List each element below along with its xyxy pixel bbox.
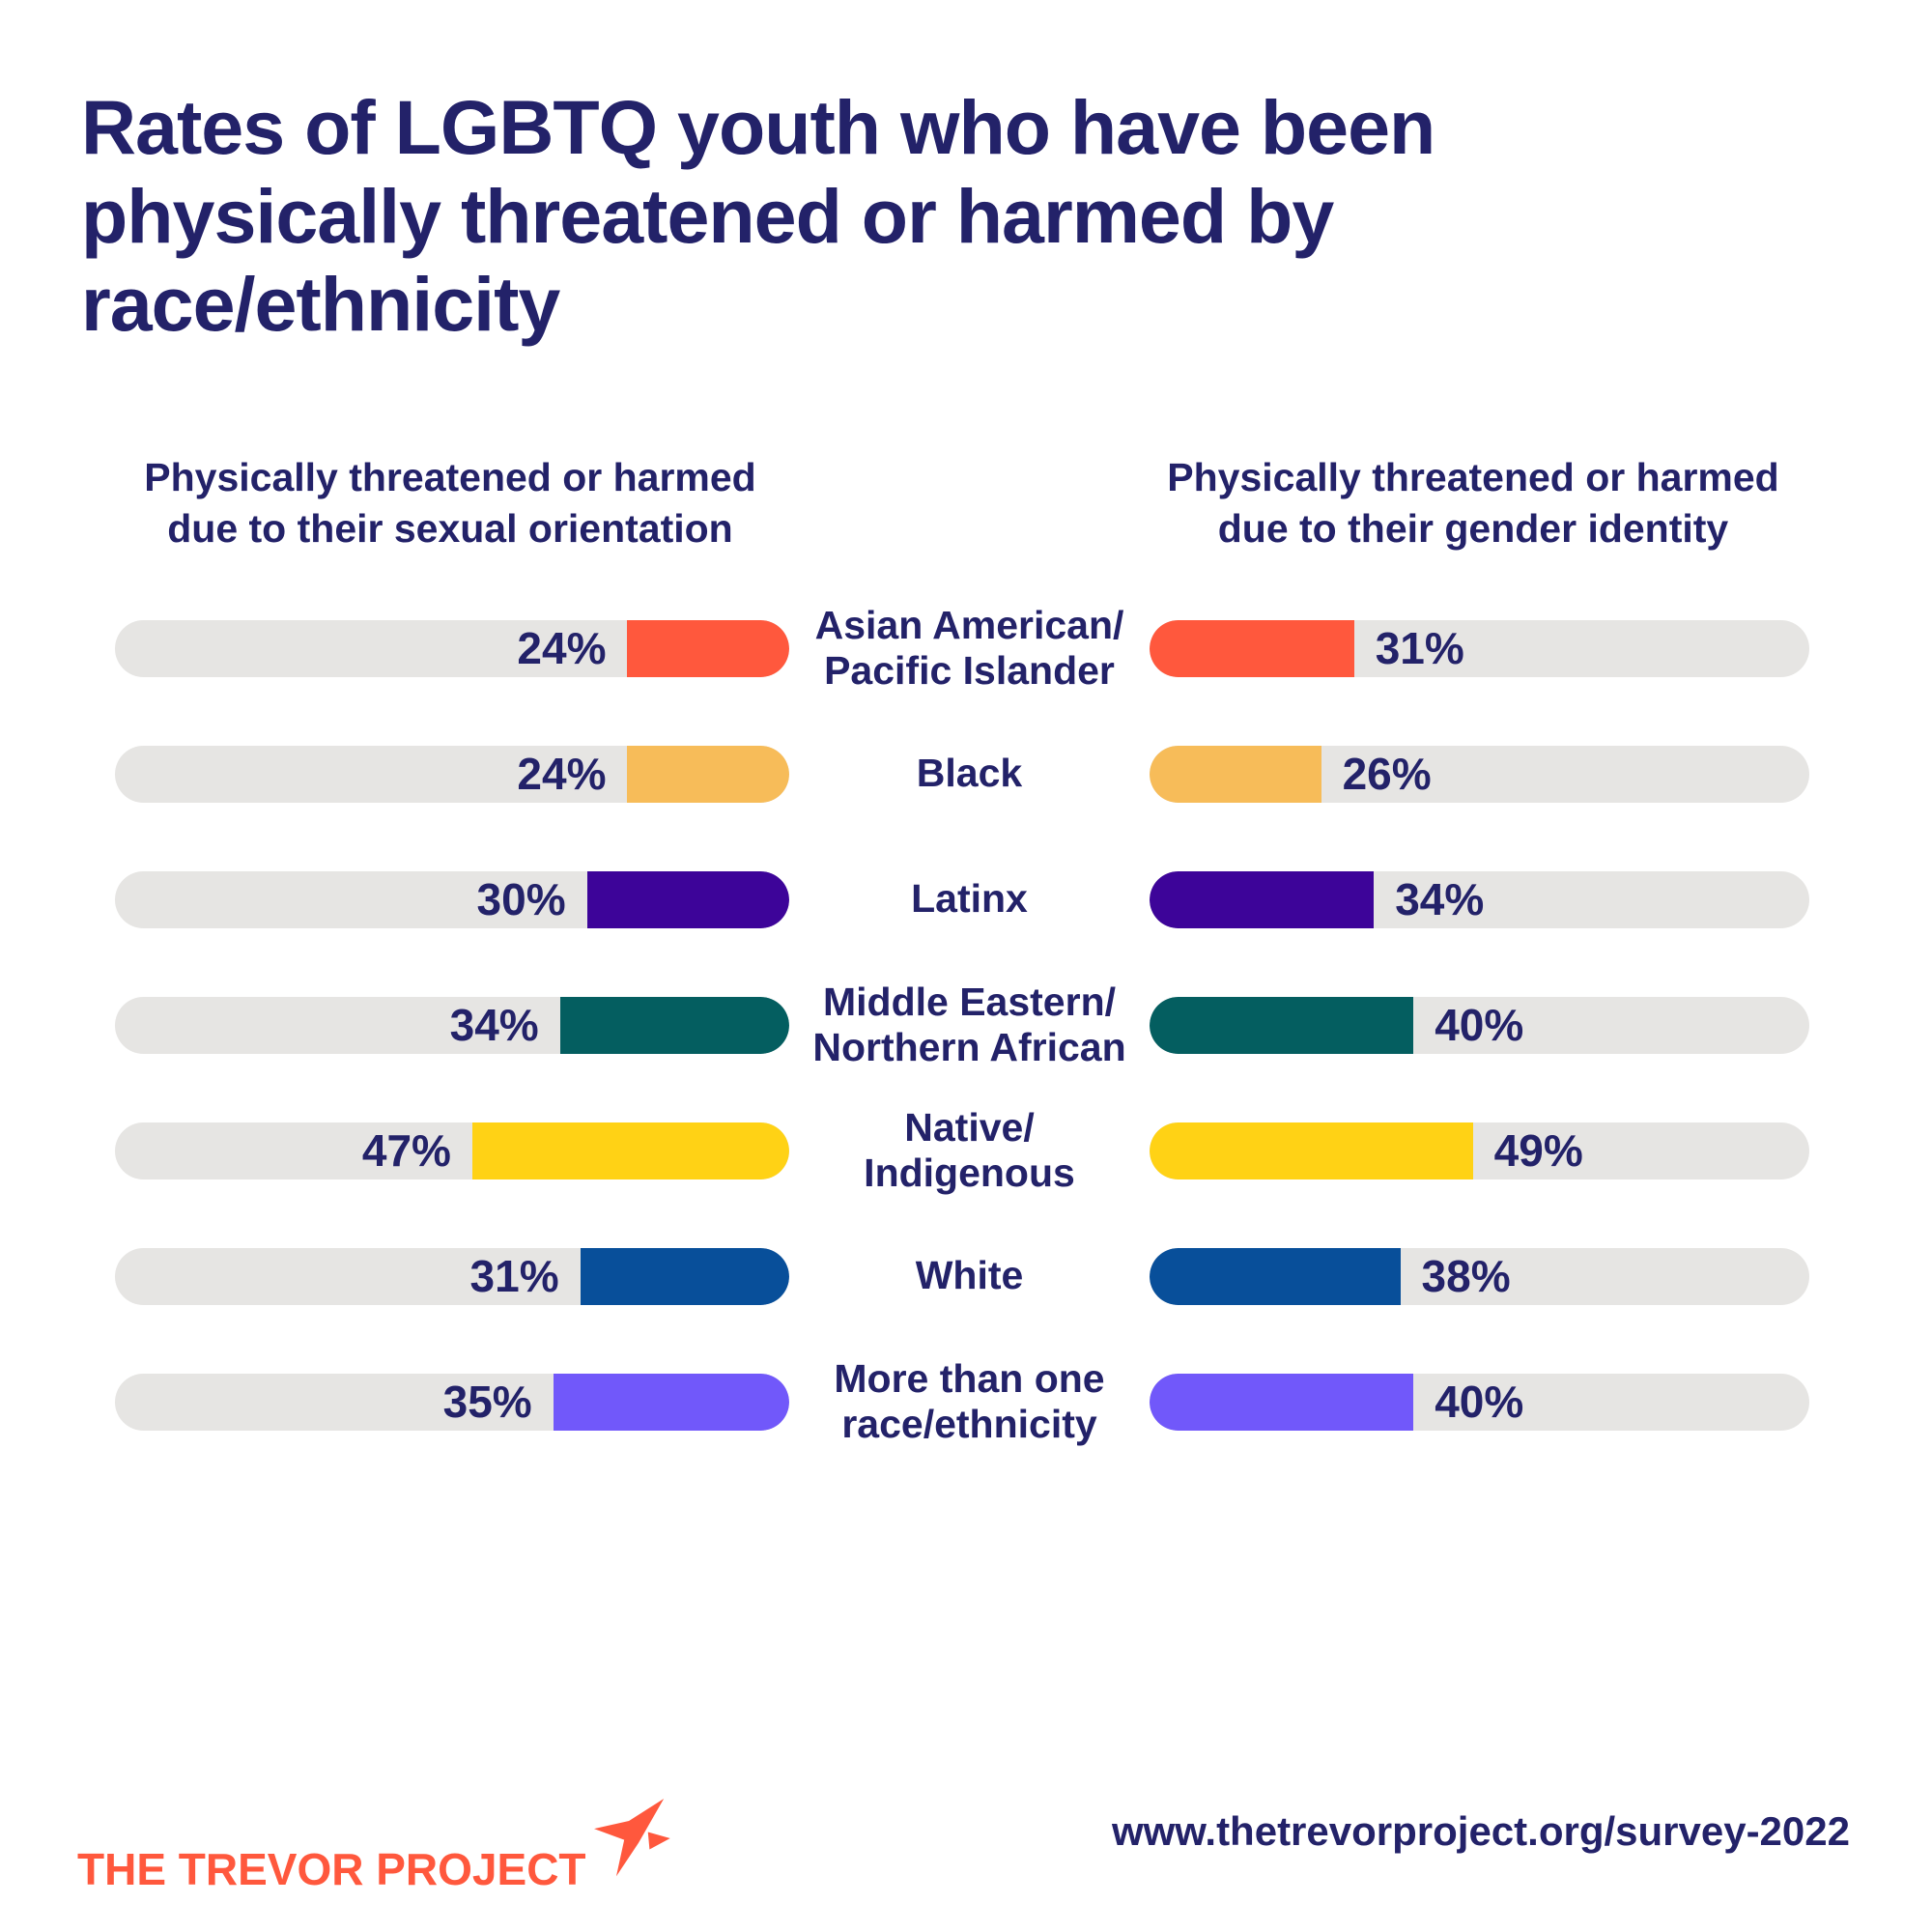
bar-fill-gender-identity xyxy=(1150,1373,1414,1431)
bar-fill-sexual-orientation xyxy=(559,996,789,1054)
value-label-sexual-orientation: 34% xyxy=(449,1000,539,1050)
category-label: Middle Eastern/Northern African xyxy=(789,980,1150,1070)
bar-fill-gender-identity xyxy=(1150,996,1414,1054)
category-label-line: Black xyxy=(916,751,1023,796)
bar-track-sexual-orientation: 34% xyxy=(115,996,789,1054)
bar-track-sexual-orientation: 24% xyxy=(115,619,789,677)
category-label: White xyxy=(789,1253,1150,1298)
bar-track-gender-identity: 40% xyxy=(1150,996,1809,1054)
bar-track-gender-identity: 31% xyxy=(1150,619,1809,677)
chart-row: 35% More than one race/ethnicity 40% xyxy=(115,1339,1809,1464)
bar-track-gender-identity: 34% xyxy=(1150,870,1809,928)
bar-track-sexual-orientation: 35% xyxy=(115,1373,789,1431)
value-label-sexual-orientation: 35% xyxy=(442,1377,532,1427)
chart-row: 47% Native/Indigenous 49% xyxy=(115,1088,1809,1213)
chart-rows: 24% Asian American/Pacific Islander 31% … xyxy=(115,585,1809,1464)
value-label-gender-identity: 49% xyxy=(1493,1125,1583,1176)
bar-track-sexual-orientation: 24% xyxy=(115,745,789,803)
category-label-line: Latinx xyxy=(911,876,1028,922)
trevor-project-logo-text: THE TREVOR PROJECT xyxy=(77,1844,586,1894)
bar-fill-gender-identity xyxy=(1150,1122,1473,1179)
bar-fill-sexual-orientation xyxy=(580,1247,789,1305)
column-header-sexual-orientation-line-2: due to their sexual orientation xyxy=(167,506,733,552)
bar-track-sexual-orientation: 47% xyxy=(115,1122,789,1179)
column-header-sexual-orientation: Physically threatened or harmed due to t… xyxy=(83,452,817,555)
footer-url: www.thetrevorproject.org/survey-2022 xyxy=(1111,1808,1850,1854)
value-label-sexual-orientation: 24% xyxy=(517,749,607,799)
category-label: More than one race/ethnicity xyxy=(789,1356,1150,1447)
sparkle-star-icon xyxy=(593,1799,670,1877)
chart-row: 30% Latinx 34% xyxy=(115,837,1809,962)
category-label: Latinx xyxy=(789,876,1150,922)
trevor-project-logo: THE TREVOR PROJECT xyxy=(77,1799,673,1895)
page-title-line-3: race/ethnicity xyxy=(81,261,560,348)
category-label: Asian American/Pacific Islander xyxy=(789,603,1150,694)
category-label-line: Northern African xyxy=(812,1025,1126,1069)
page-title: Rates of LGBTQ youth who have been physi… xyxy=(81,83,1588,349)
value-label-gender-identity: 38% xyxy=(1421,1251,1511,1301)
category-label-line: White xyxy=(915,1253,1024,1298)
category-label-line: Asian American/ xyxy=(814,602,1124,647)
value-label-sexual-orientation: 24% xyxy=(517,623,607,673)
bar-fill-gender-identity xyxy=(1150,1247,1401,1305)
bar-fill-sexual-orientation xyxy=(627,619,789,677)
bar-fill-sexual-orientation xyxy=(553,1373,789,1431)
category-label-line: More than one xyxy=(834,1355,1105,1401)
bar-fill-sexual-orientation xyxy=(471,1122,789,1179)
chart-row: 24% Asian American/Pacific Islander 31% xyxy=(115,585,1809,711)
value-label-gender-identity: 31% xyxy=(1375,623,1464,673)
page-title-line-1: Rates of LGBTQ youth who have been xyxy=(81,84,1435,170)
bar-track-gender-identity: 40% xyxy=(1150,1373,1809,1431)
value-label-sexual-orientation: 47% xyxy=(361,1125,451,1176)
chart-row: 34% Middle Eastern/Northern African 40% xyxy=(115,962,1809,1088)
column-header-gender-identity-line-2: due to their gender identity xyxy=(1217,506,1729,552)
bar-fill-sexual-orientation xyxy=(586,870,789,928)
bar-track-gender-identity: 38% xyxy=(1150,1247,1809,1305)
bar-track-gender-identity: 26% xyxy=(1150,745,1809,803)
column-header-gender-identity-line-1: Physically threatened or harmed xyxy=(1167,455,1779,499)
page-title-line-2: physically threatened or harmed by xyxy=(81,172,1334,259)
category-label-line: Native/ xyxy=(904,1104,1035,1150)
value-label-sexual-orientation: 30% xyxy=(476,874,566,924)
bar-track-sexual-orientation: 31% xyxy=(115,1247,789,1305)
column-header-sexual-orientation-line-1: Physically threatened or harmed xyxy=(144,455,756,499)
value-label-gender-identity: 34% xyxy=(1395,874,1485,924)
bar-fill-gender-identity xyxy=(1150,619,1354,677)
bar-fill-gender-identity xyxy=(1150,745,1321,803)
category-label-line: race/ethnicity xyxy=(841,1402,1097,1446)
category-label-line: Pacific Islander xyxy=(824,648,1115,693)
bar-track-gender-identity: 49% xyxy=(1150,1122,1809,1179)
chart-row: 31% White 38% xyxy=(115,1213,1809,1339)
chart-row: 24% Black 26% xyxy=(115,711,1809,837)
bar-fill-gender-identity xyxy=(1150,870,1375,928)
category-label: Black xyxy=(789,751,1150,796)
category-label: Native/Indigenous xyxy=(789,1105,1150,1196)
value-label-gender-identity: 26% xyxy=(1342,749,1432,799)
category-label-line: Indigenous xyxy=(864,1151,1075,1195)
column-header-gender-identity: Physically threatened or harmed due to t… xyxy=(1106,452,1840,555)
value-label-sexual-orientation: 31% xyxy=(469,1251,559,1301)
category-label-line: Middle Eastern/ xyxy=(822,979,1116,1024)
value-label-gender-identity: 40% xyxy=(1435,1377,1524,1427)
bar-track-sexual-orientation: 30% xyxy=(115,870,789,928)
value-label-gender-identity: 40% xyxy=(1435,1000,1524,1050)
bar-fill-sexual-orientation xyxy=(627,745,789,803)
